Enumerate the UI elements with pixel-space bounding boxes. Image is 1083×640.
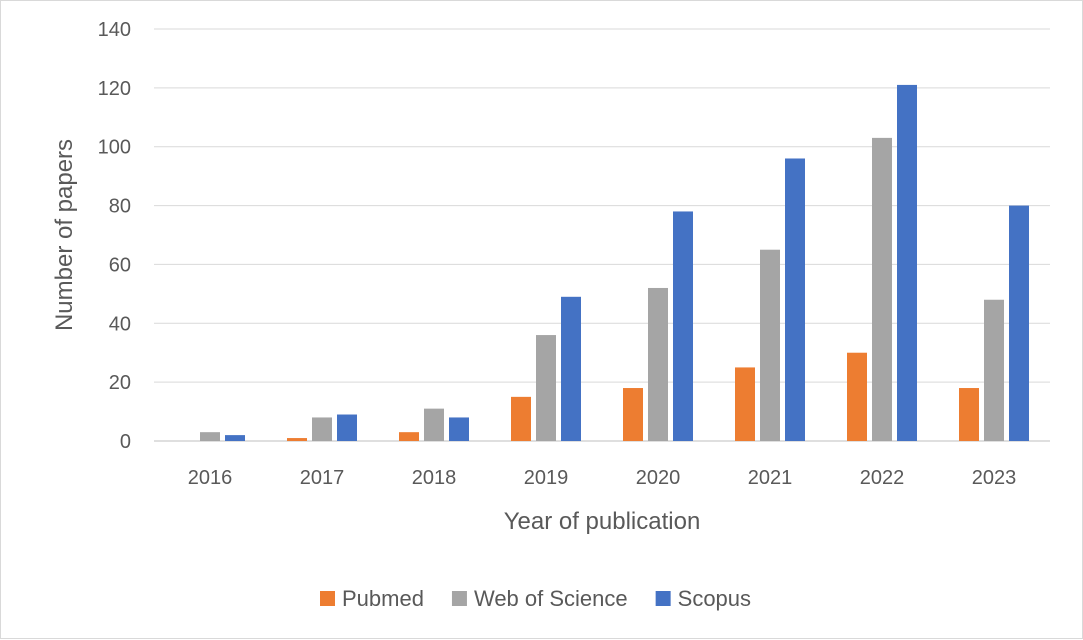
y-tick-label: 100 [98,137,131,159]
legend-label: Pubmed [342,586,424,611]
bar-pubmed-2021 [735,367,755,441]
bar-scopus-2018 [449,417,469,441]
x-tick-label: 2017 [300,467,345,489]
y-axis-ticks: 0 20 40 60 80 100 120 140 [98,19,131,453]
bar-scopus-2021 [785,158,805,441]
bars [200,84,1029,442]
bar-web-of-science-2022 [872,137,892,441]
x-tick-label: 2018 [412,467,457,489]
y-tick-label: 120 [98,78,131,100]
x-tick-label: 2016 [188,467,233,489]
bar-scopus-2020 [673,211,693,441]
y-tick-label: 20 [109,372,131,394]
bar-web-of-science-2017 [312,417,332,441]
legend-swatch [655,591,671,606]
bar-pubmed-2020 [623,388,643,441]
bar-web-of-science-2021 [760,249,780,441]
y-tick-label: 80 [109,196,131,218]
y-tick-label: 60 [109,254,131,276]
bar-scopus-2017 [337,414,357,441]
gridlines [154,28,1050,442]
x-tick-label: 2023 [972,467,1017,489]
bar-pubmed-2017 [287,438,307,441]
legend-label: Scopus [678,586,751,611]
x-axis-title: Year of publication [504,508,701,535]
bar-scopus-2019 [561,296,581,441]
x-axis-ticks: 2016 2017 2018 2019 2020 2021 2022 2023 [188,467,1017,489]
legend-swatch [320,591,335,606]
bar-scopus-2022 [897,84,917,442]
x-tick-label: 2021 [748,467,793,489]
x-tick-label: 2019 [524,467,569,489]
legend: Pubmed Web of Science Scopus [320,586,751,611]
legend-label: Web of Science [474,586,628,611]
bar-pubmed-2023 [959,388,979,441]
bar-scopus-2016 [225,435,245,441]
y-tick-label: 0 [120,431,131,453]
y-tick-label: 140 [98,19,131,41]
bar-web-of-science-2023 [984,299,1004,441]
bar-web-of-science-2019 [536,335,556,441]
y-axis-title: Number of papers [51,139,78,331]
bar-web-of-science-2018 [424,408,444,441]
bar-web-of-science-2020 [648,287,668,441]
bar-scopus-2023 [1009,205,1029,441]
bar-pubmed-2018 [399,432,419,441]
bar-pubmed-2022 [847,352,867,441]
y-tick-label: 40 [109,313,131,335]
legend-swatch [451,591,467,606]
bar-pubmed-2019 [511,396,531,441]
bar-web-of-science-2016 [200,432,220,441]
x-tick-label: 2020 [636,467,681,489]
x-tick-label: 2022 [860,467,905,489]
